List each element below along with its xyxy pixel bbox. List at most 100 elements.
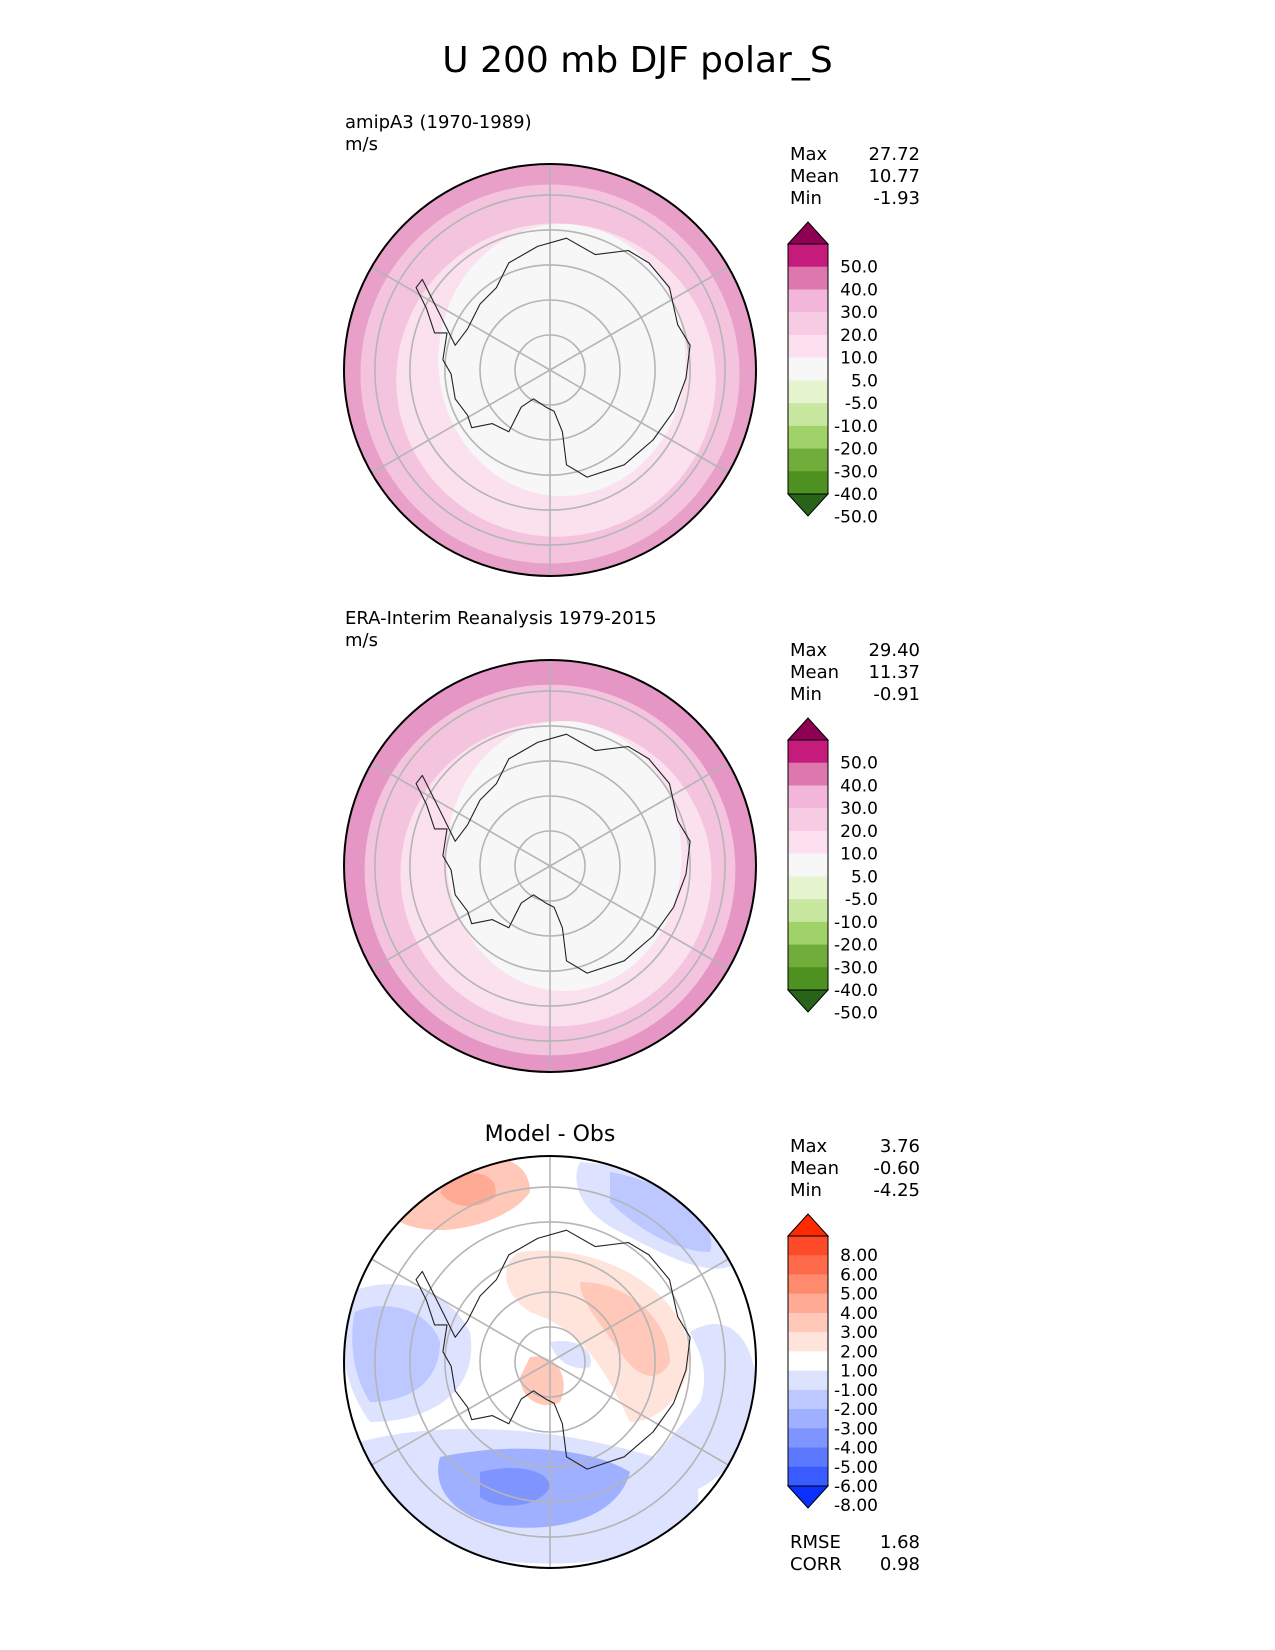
panel2-colorbar-tick-label: 5.0 <box>851 867 878 887</box>
panel3-colorbar-swatch <box>788 1409 828 1429</box>
panel2-units: m/s <box>345 630 378 651</box>
panel2-title: ERA-Interim Reanalysis 1979-2015 m/s <box>345 608 657 652</box>
antarctica-coastline <box>415 733 691 974</box>
panel3-colorbar-swatch <box>788 1447 828 1468</box>
panel3-colorbar-swatch <box>788 1466 828 1487</box>
panel3-colorbar-tick-label: 2.00 <box>840 1342 878 1362</box>
panel3-colorbar-swatch <box>788 1255 828 1275</box>
panel1-colorbar-swatch <box>788 448 828 472</box>
map-boundary <box>343 1155 757 1569</box>
difference-contour <box>352 1306 440 1402</box>
map-boundary <box>343 659 757 1073</box>
panel3-colorbar-swatch <box>788 1370 828 1391</box>
longitude-gridline <box>549 369 729 474</box>
panel3-colorbar-tick-label: 6.00 <box>840 1266 878 1286</box>
panel1-colorbar-swatch <box>788 471 828 495</box>
panel3-colorbar-tick-label: -3.00 <box>834 1419 878 1439</box>
panel2-title-line: ERA-Interim Reanalysis 1979-2015 <box>345 608 657 629</box>
panel1-units: m/s <box>345 134 378 155</box>
panel3-colorbar-swatch <box>788 1293 828 1314</box>
panel3-colorbar-swatch <box>788 1389 828 1410</box>
longitude-gridline <box>371 865 551 970</box>
panel3-colorbar-tick-label: 3.00 <box>840 1323 878 1343</box>
panel2-colorbar-tick-label: 40.0 <box>840 777 878 797</box>
panel1-max-label: Max <box>790 144 828 165</box>
panel3-colorbar-tick-label: 1.00 <box>840 1362 878 1382</box>
panel1-colorbar-tick-label: -40.0 <box>834 485 878 505</box>
panel1-colorbar-tick-label: 50.0 <box>840 258 878 278</box>
panel3-colorbar-swatch <box>788 1274 828 1294</box>
panel1-colorbar-tick-label: -10.0 <box>834 417 878 437</box>
panel1-colorbar-extend-bottom <box>786 493 830 517</box>
panel2-colorbar-swatch <box>788 785 828 809</box>
corr-label: CORR <box>790 1554 842 1575</box>
panel2-colorbar-tick-label: -50.0 <box>834 1004 878 1024</box>
panel2-mean-value: 11.37 <box>868 662 920 683</box>
panel3-colorbar-swatch <box>788 1332 828 1352</box>
panel1-colorbar-tick-label: 5.0 <box>851 371 878 391</box>
antarctica-coastline <box>415 237 691 478</box>
panel2-colorbar-swatch <box>788 967 828 991</box>
difference-contour <box>580 1282 670 1376</box>
panel1-colorbar-swatch <box>788 312 828 336</box>
panel1-colorbar-tick-label: -20.0 <box>834 440 878 460</box>
panel2-colorbar-swatch <box>788 921 828 945</box>
panel3-colorbar-tick-label: -1.00 <box>834 1381 878 1401</box>
antarctica-coastline <box>415 1229 691 1470</box>
panel2-colorbar-swatch <box>788 944 828 968</box>
panel3-colorbar-tick-label: -2.00 <box>834 1400 878 1420</box>
panel2-colorbar-swatch <box>788 853 828 877</box>
panel1-polar-map <box>343 163 757 577</box>
panel2-colorbar-tick-label: -40.0 <box>834 981 878 1001</box>
panel3-min-label: Min <box>790 1180 822 1201</box>
panel1-min-value: -1.93 <box>873 188 920 209</box>
panel1-colorbar-swatch <box>788 266 828 290</box>
panel2-colorbar-extend-top <box>786 717 830 741</box>
longitude-gridline <box>549 1361 729 1466</box>
panel3-colorbar-tick-label: -6.00 <box>834 1477 878 1497</box>
panel3-max-label: Max <box>790 1136 828 1157</box>
longitude-gridline <box>371 266 551 371</box>
panel1-colorbar-swatch <box>788 380 828 404</box>
panel1-colorbar-tick-label: -50.0 <box>834 508 878 528</box>
panel1-colorbar-swatch <box>788 334 828 358</box>
corr-value: 0.98 <box>879 1554 920 1575</box>
panel1-colorbar-swatch <box>788 357 828 381</box>
panel3-metrics: RMSE 1.68 CORR 0.98 <box>790 1532 920 1576</box>
panel3-colorbar-swatch <box>788 1312 828 1333</box>
longitude-gridline <box>549 266 729 371</box>
panel3-colorbar-swatch <box>788 1428 828 1448</box>
panel1-colorbar-tick-label: 20.0 <box>840 326 878 346</box>
panel2-colorbar-tick-label: 20.0 <box>840 822 878 842</box>
panel2-max-value: 29.40 <box>868 640 920 661</box>
contour-band <box>446 721 682 991</box>
panel2-colorbar-swatch <box>788 808 828 832</box>
panel1-colorbar-swatch <box>788 403 828 427</box>
difference-contour <box>440 1173 496 1207</box>
panel2-colorbar-tick-label: 50.0 <box>840 754 878 774</box>
panel2-colorbar-swatch <box>788 740 828 764</box>
panel2-colorbar-tick-label: 10.0 <box>840 845 878 865</box>
panel3-colorbar-swatch <box>788 1236 828 1256</box>
panel2-min-value: -0.91 <box>873 684 920 705</box>
panel1-colorbar-swatch <box>788 425 828 449</box>
longitude-gridline <box>371 762 551 867</box>
panel3-colorbar-tick-label: -4.00 <box>834 1439 878 1459</box>
panel3-min-value: -4.25 <box>873 1180 920 1201</box>
figure-title: U 200 mb DJF polar_S <box>442 40 833 81</box>
rmse-value: 1.68 <box>879 1532 920 1553</box>
panel1-colorbar-tick-label: 10.0 <box>840 349 878 369</box>
panel1-min-label: Min <box>790 188 822 209</box>
longitude-gridline <box>371 1361 551 1466</box>
map-boundary <box>343 163 757 577</box>
panel1-mean-label: Mean <box>790 166 840 187</box>
panel1-colorbar: 50.0 40.030.0 20.0 10.05.0 -5.0 -10.0 -20.0-30… <box>786 221 878 528</box>
difference-contour <box>644 1324 756 1502</box>
panel1-title: amipA3 (1970-1989) m/s <box>345 112 532 156</box>
panel3-colorbar-tick-label: -5.00 <box>834 1458 878 1478</box>
panel1-colorbar-tick-label: 40.0 <box>840 281 878 301</box>
panel2-colorbar-swatch <box>788 762 828 786</box>
panel2-polar-map <box>343 659 757 1073</box>
panel3-colorbar-tick-label: 8.00 <box>840 1246 878 1266</box>
panel3-mean-label: Mean <box>790 1158 840 1179</box>
